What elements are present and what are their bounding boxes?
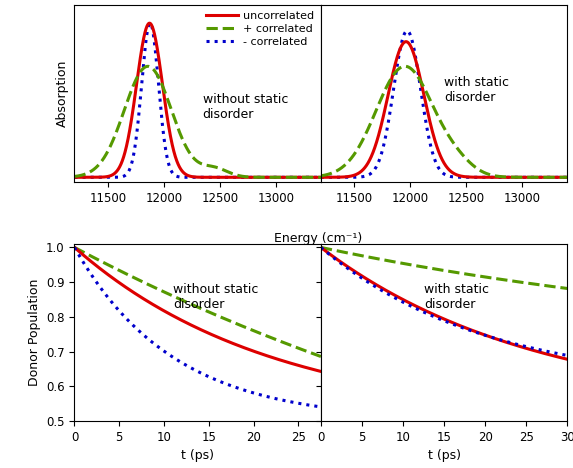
Legend: uncorrelated, + correlated, - correlated: uncorrelated, + correlated, - correlated [205,10,315,48]
Y-axis label: Absorption: Absorption [56,59,69,127]
X-axis label: t (ps): t (ps) [427,449,461,462]
Text: with static
disorder: with static disorder [444,76,509,104]
Text: without static
disorder: without static disorder [203,94,288,122]
Text: Energy (cm⁻¹): Energy (cm⁻¹) [274,232,362,245]
Text: without static
disorder: without static disorder [173,283,258,311]
Y-axis label: Donor Population: Donor Population [28,279,41,386]
Text: with static
disorder: with static disorder [425,283,489,311]
X-axis label: t (ps): t (ps) [181,449,214,462]
